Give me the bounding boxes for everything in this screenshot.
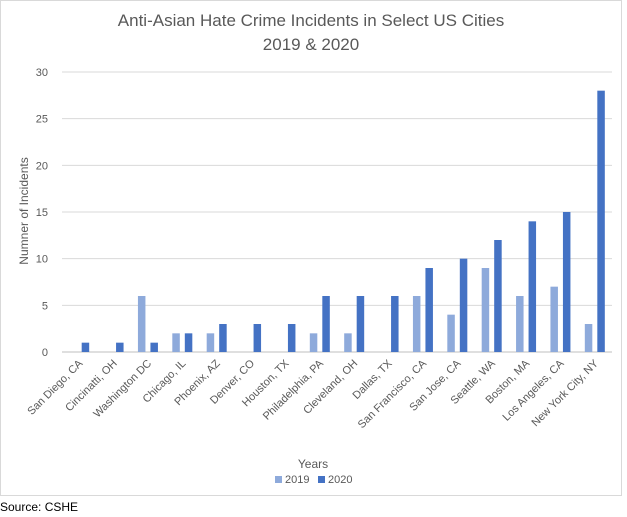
y-tick-label: 20	[36, 160, 48, 172]
bar-2020	[184, 333, 193, 352]
bar-2019	[516, 296, 524, 352]
y-axis-label: Numner of Incidents	[17, 157, 31, 264]
bar-2019	[206, 333, 215, 352]
legend-label-2019: 2019	[285, 474, 309, 486]
source-note: Source: CSHE	[0, 500, 79, 514]
bar-2020	[322, 296, 330, 352]
bar-2020	[356, 296, 365, 352]
legend: 2019 2020	[275, 474, 352, 486]
bar-2019	[412, 296, 421, 352]
chart-title: Anti-Asian Hate Crime Incidents in Selec…	[118, 11, 504, 30]
bar-2020	[597, 90, 605, 353]
bar-2020	[287, 324, 296, 352]
bar-2020	[562, 212, 571, 352]
bar-2019	[309, 333, 318, 352]
chart-frame	[0, 0, 622, 496]
bar-2020	[391, 296, 399, 352]
y-tick-label: 25	[36, 114, 48, 126]
y-tick-label: 10	[36, 254, 48, 266]
legend-label-2020: 2020	[328, 474, 352, 486]
bar-chart: Anti-Asian Hate Crime Incidents in Selec…	[17, 11, 612, 486]
bar-2019	[344, 333, 352, 352]
legend-swatch-2019	[275, 476, 282, 483]
bar-2020	[150, 342, 158, 352]
bar-2020	[81, 342, 90, 352]
bar-2020	[494, 240, 502, 352]
bar-2019	[481, 268, 490, 352]
y-axis-ticks: 0 5 10 15 20 25 30	[36, 67, 48, 359]
bar-2019	[584, 324, 593, 352]
bar-2020	[253, 324, 262, 352]
y-tick-label: 0	[42, 347, 48, 359]
legend-swatch-2020	[318, 476, 325, 483]
bars	[81, 90, 605, 353]
bar-2019	[172, 333, 180, 352]
bar-2020	[116, 342, 124, 352]
bar-2019	[137, 296, 146, 352]
chart-subtitle: 2019 & 2020	[263, 35, 359, 54]
y-tick-label: 30	[36, 67, 48, 79]
bar-2020	[528, 221, 537, 352]
x-tick-label: Philadelphia, PA	[261, 357, 326, 422]
x-tick-label: Los Angeles, CA	[501, 357, 567, 423]
bar-2020	[425, 268, 433, 352]
y-tick-label: 5	[42, 300, 48, 312]
bar-2020	[459, 258, 468, 352]
bar-2019	[447, 314, 455, 352]
x-tick-label: New York City, NY	[529, 357, 601, 429]
bar-2019	[550, 286, 558, 352]
y-tick-label: 15	[36, 207, 48, 219]
x-axis-label: Years	[298, 457, 328, 471]
bar-2020	[219, 324, 227, 352]
